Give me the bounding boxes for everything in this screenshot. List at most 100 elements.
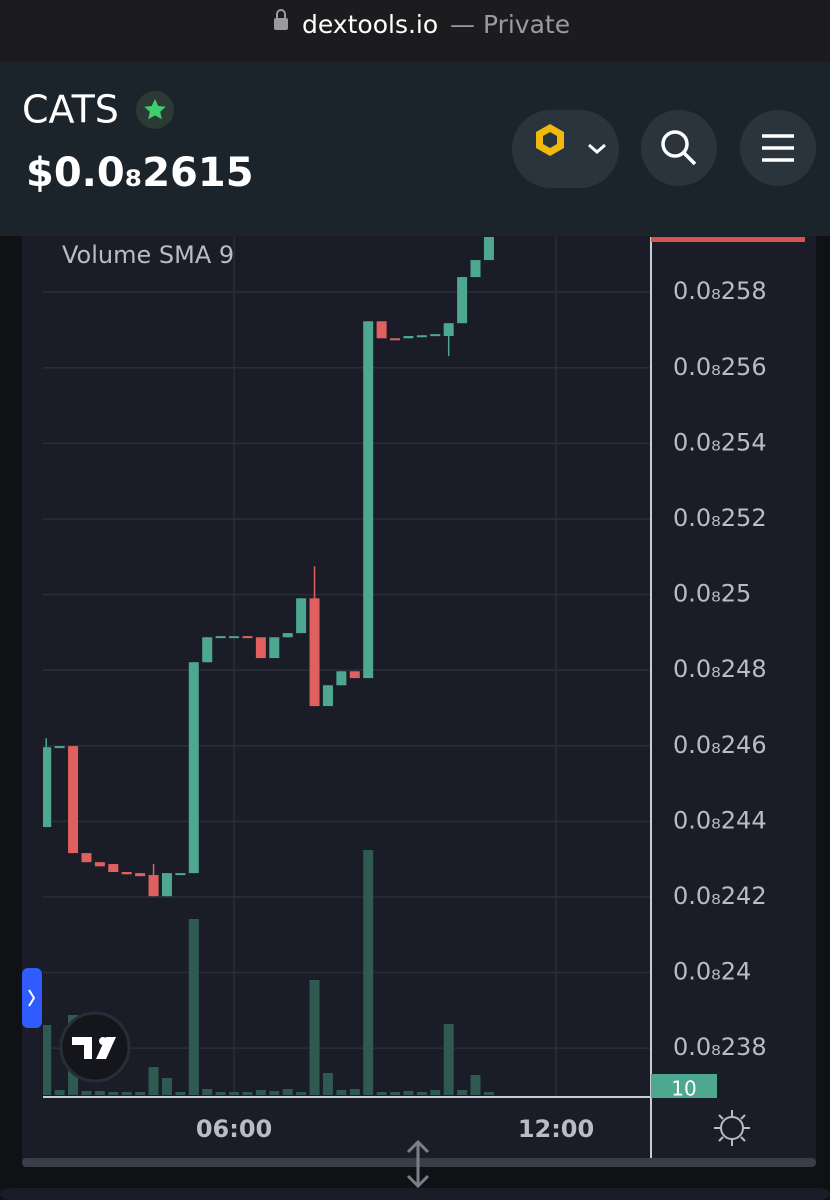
volume-bar (81, 1091, 92, 1095)
volume-bar (336, 1090, 347, 1095)
bnb-icon-inner (543, 132, 557, 148)
volume-bar (188, 919, 199, 1095)
candle-body (54, 746, 65, 749)
y-tick-label: 0.0₈246 (673, 731, 767, 759)
candle-body (255, 637, 266, 659)
candle-body (309, 598, 320, 707)
tv-logo (59, 1011, 131, 1083)
bottom-panel (0, 1188, 830, 1200)
candle-body (443, 323, 454, 337)
candle-body (403, 336, 414, 339)
candle-body (135, 873, 146, 877)
candle-body (175, 873, 186, 876)
volume-bar (376, 1092, 387, 1095)
volume-bar (229, 1092, 240, 1095)
volume-bar (349, 1089, 360, 1095)
candle-body (161, 873, 172, 897)
volume-bar (43, 1025, 52, 1095)
y-tick-label: 0.0₈242 (673, 882, 767, 910)
candle-body (188, 662, 199, 874)
tv-logo-dot (99, 1037, 107, 1045)
candle-body (81, 853, 92, 863)
volume-bar (309, 980, 320, 1095)
candle-body (282, 633, 293, 638)
candle-body (376, 321, 387, 339)
candle-body (43, 747, 52, 828)
token-name: CATS (22, 88, 119, 132)
candle-body (363, 321, 374, 679)
search-icon-handle (682, 151, 697, 166)
chart-panel (22, 230, 816, 1160)
y-tick-label: 0.0₈244 (673, 806, 767, 834)
private-mode: — Private (450, 10, 570, 39)
candle-body (336, 671, 347, 686)
chevron (588, 143, 606, 154)
plot (43, 237, 651, 1095)
volume-bar (175, 1092, 186, 1095)
candle-body (390, 338, 401, 341)
token-price: $0.0₈2615 (26, 150, 254, 196)
favorite-star (144, 99, 166, 120)
search-button[interactable] (641, 110, 717, 186)
lock-shackle (276, 9, 286, 18)
candle-body (215, 636, 226, 639)
browser-bar (0, 0, 830, 62)
volume-bar (148, 1067, 159, 1095)
volume-bar (296, 1092, 307, 1095)
candle-body (242, 636, 253, 639)
candle-body (322, 685, 333, 707)
candle-body (349, 671, 360, 679)
y-tick-label: 0.0₈256 (673, 353, 767, 381)
chain-selector[interactable] (512, 110, 619, 188)
volume-bar (430, 1090, 441, 1095)
volume-bar (403, 1091, 414, 1095)
volume-bar (457, 1090, 468, 1095)
x-tick-label: 12:00 (518, 1115, 594, 1143)
candle-body (94, 862, 105, 867)
resize-handle[interactable] (406, 1139, 430, 1189)
candle-body (269, 637, 280, 659)
url: dextools.io (302, 10, 438, 39)
volume-bar (390, 1092, 401, 1095)
y-tick-label: 0.0₈238 (673, 1033, 767, 1061)
candle-body (457, 277, 468, 324)
volume-bar (282, 1089, 293, 1095)
y-tick-label: 0.0₈25 (673, 580, 751, 608)
volume-bar (215, 1092, 226, 1095)
candle-body (296, 598, 307, 634)
indicator-label: Volume SMA 9 (62, 241, 234, 269)
candle-body (416, 335, 427, 338)
volume-bar (255, 1090, 266, 1095)
candle-body (483, 237, 494, 261)
y-tick-label: 0.0₈24 (673, 958, 751, 986)
candle-body (68, 746, 79, 854)
volume-bar (416, 1092, 427, 1095)
candle-body (430, 334, 441, 337)
current-price-line (651, 237, 805, 242)
volume-bar (94, 1091, 105, 1095)
volume-bar (135, 1092, 146, 1095)
search-icon (661, 130, 689, 158)
volume-bar (161, 1078, 172, 1095)
y-tick-label: 0.0₈254 (673, 428, 767, 456)
candle-body (229, 636, 240, 639)
volume-bar (470, 1075, 481, 1095)
y-tick-label: 0.0₈252 (673, 504, 767, 532)
volume-bar (269, 1091, 280, 1095)
volume-bar (443, 1024, 454, 1095)
lock-icon (274, 18, 288, 30)
volume-bar (54, 1090, 65, 1095)
volume-bar (121, 1092, 132, 1095)
y-tick-label: 0.0₈248 (673, 655, 767, 683)
volume-badge-label: 10 (671, 1077, 696, 1101)
candle-body (121, 871, 132, 875)
menu-icon (762, 134, 794, 162)
volume-bar (242, 1092, 253, 1095)
x-tick-label: 06:00 (196, 1115, 272, 1143)
side-tab[interactable] (22, 968, 42, 1028)
candle-body (108, 864, 119, 872)
volume-bar (483, 1092, 494, 1095)
settings-icon[interactable] (714, 1110, 750, 1146)
